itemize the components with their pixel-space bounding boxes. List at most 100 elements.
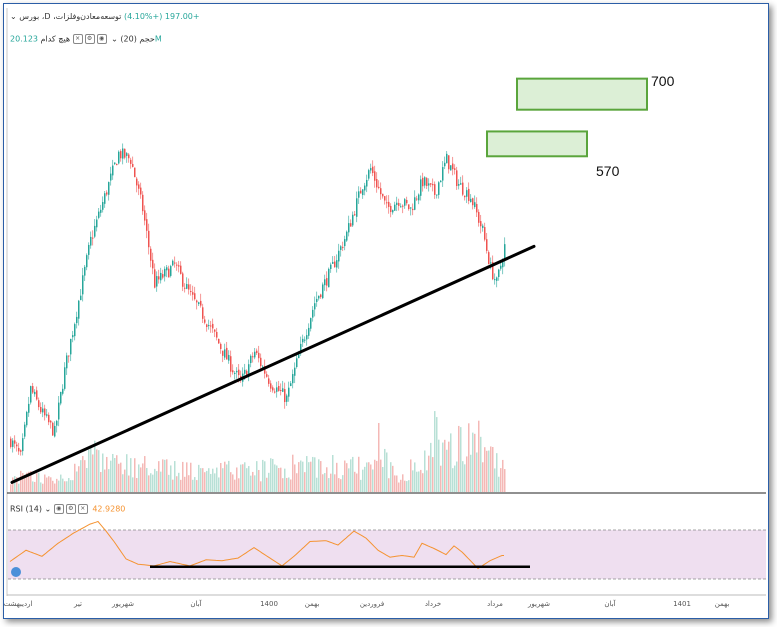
candle-body — [270, 383, 272, 389]
candle-body — [28, 403, 30, 413]
close-icon[interactable]: × — [77, 504, 88, 514]
candle-body — [20, 450, 22, 452]
chevron-down-icon[interactable]: ⌄ — [10, 12, 17, 21]
volume-bar — [396, 475, 398, 492]
candle-body — [210, 325, 212, 327]
candle-body — [172, 260, 174, 266]
candle-body — [504, 244, 506, 261]
candle-body — [228, 354, 230, 361]
x-tick-label: 1401 — [673, 600, 691, 608]
candle-body — [144, 210, 146, 221]
candle-body — [466, 190, 468, 197]
candle-body — [406, 199, 408, 204]
volume-bar — [22, 473, 24, 492]
volume-bar — [174, 461, 176, 492]
volume-bar — [44, 474, 46, 492]
candle-body — [400, 206, 402, 208]
header-bar: توسعه‌معادن‌وفلزات، D، بورس ⌄ — [10, 12, 122, 21]
symbol-name[interactable]: توسعه‌معادن‌وفلزات — [55, 12, 122, 21]
volume-bar — [296, 473, 298, 492]
candle-body — [326, 278, 328, 286]
candle-body — [292, 374, 294, 384]
volume-bar — [366, 462, 368, 492]
candle-body — [300, 343, 302, 354]
candle-body — [162, 274, 164, 278]
candle-body — [158, 276, 160, 280]
candle-body — [440, 180, 442, 183]
candle-body — [196, 300, 198, 303]
volume-bar — [118, 463, 120, 492]
candle-body — [44, 408, 46, 416]
volume-bar — [340, 479, 342, 492]
volume-bar — [34, 481, 36, 492]
chevron-down-icon[interactable]: ⌄ — [44, 504, 52, 514]
candle-body — [194, 293, 196, 300]
volume-bar — [294, 464, 296, 492]
candle-body — [12, 440, 14, 447]
volume-bar — [180, 479, 182, 492]
candle-body — [204, 319, 206, 323]
volume-bar — [62, 478, 64, 492]
volume-bar — [192, 479, 194, 492]
volume-bar — [276, 465, 278, 492]
volume-bar — [470, 454, 472, 492]
volume-bar — [388, 478, 390, 492]
eye-icon[interactable]: ◉ — [96, 34, 107, 44]
volume-bar — [458, 425, 460, 492]
volume-bar — [410, 459, 412, 492]
volume-bar — [406, 481, 408, 492]
candle-body — [216, 331, 218, 338]
volume-bar — [258, 470, 260, 492]
volume-bar — [20, 470, 22, 492]
volume-bar — [240, 464, 242, 492]
candle-body — [408, 204, 410, 210]
candle-body — [476, 203, 478, 213]
volume-bar — [208, 468, 210, 492]
candle-body — [450, 165, 452, 171]
volume-bar — [92, 454, 94, 492]
exchange[interactable]: بورس — [19, 12, 40, 21]
volume-bar — [496, 453, 498, 492]
candle-body — [26, 411, 28, 426]
volume-bar — [172, 479, 174, 492]
candle-body — [248, 364, 250, 375]
candle-body — [370, 168, 372, 171]
candle-body — [78, 300, 80, 319]
candle-body — [232, 370, 234, 373]
close-icon[interactable]: × — [72, 34, 83, 44]
candle-body — [442, 167, 444, 181]
volume-bar — [70, 480, 72, 492]
volume-bar — [234, 479, 236, 492]
x-tick-label: بهمن — [714, 600, 730, 608]
chevron-down-icon[interactable]: ⌄ — [111, 34, 118, 44]
candle-body — [84, 266, 86, 276]
volume-bar — [242, 464, 244, 492]
volume-bar — [150, 473, 152, 492]
volume-indicator-label[interactable]: حجم (20) — [120, 34, 155, 44]
volume-bar — [438, 439, 440, 492]
candle-body — [106, 192, 108, 195]
settings-icon[interactable]: ⚙ — [65, 504, 76, 514]
volume-bar — [224, 461, 226, 492]
candle-body — [438, 182, 440, 195]
volume-bar — [104, 469, 106, 492]
volume-bar — [196, 480, 198, 492]
candle-body — [280, 390, 282, 392]
volume-bar — [448, 441, 450, 492]
candle-body — [316, 298, 318, 302]
volume-bar — [190, 462, 192, 492]
candle-body — [98, 211, 100, 218]
volume-bar — [24, 474, 26, 492]
volume-bar — [376, 460, 378, 492]
rsi-indicator-label[interactable]: RSI (14) — [10, 504, 42, 514]
timeframe[interactable]: D — [44, 12, 51, 21]
settings-icon[interactable]: ⚙ — [84, 34, 95, 44]
snapshot-icon[interactable] — [11, 567, 21, 577]
candle-body — [500, 265, 502, 269]
candle-body — [38, 400, 40, 408]
candle-body — [302, 338, 304, 343]
candle-body — [322, 284, 324, 299]
candle-body — [402, 205, 404, 207]
eye-icon[interactable]: ◉ — [53, 504, 64, 514]
